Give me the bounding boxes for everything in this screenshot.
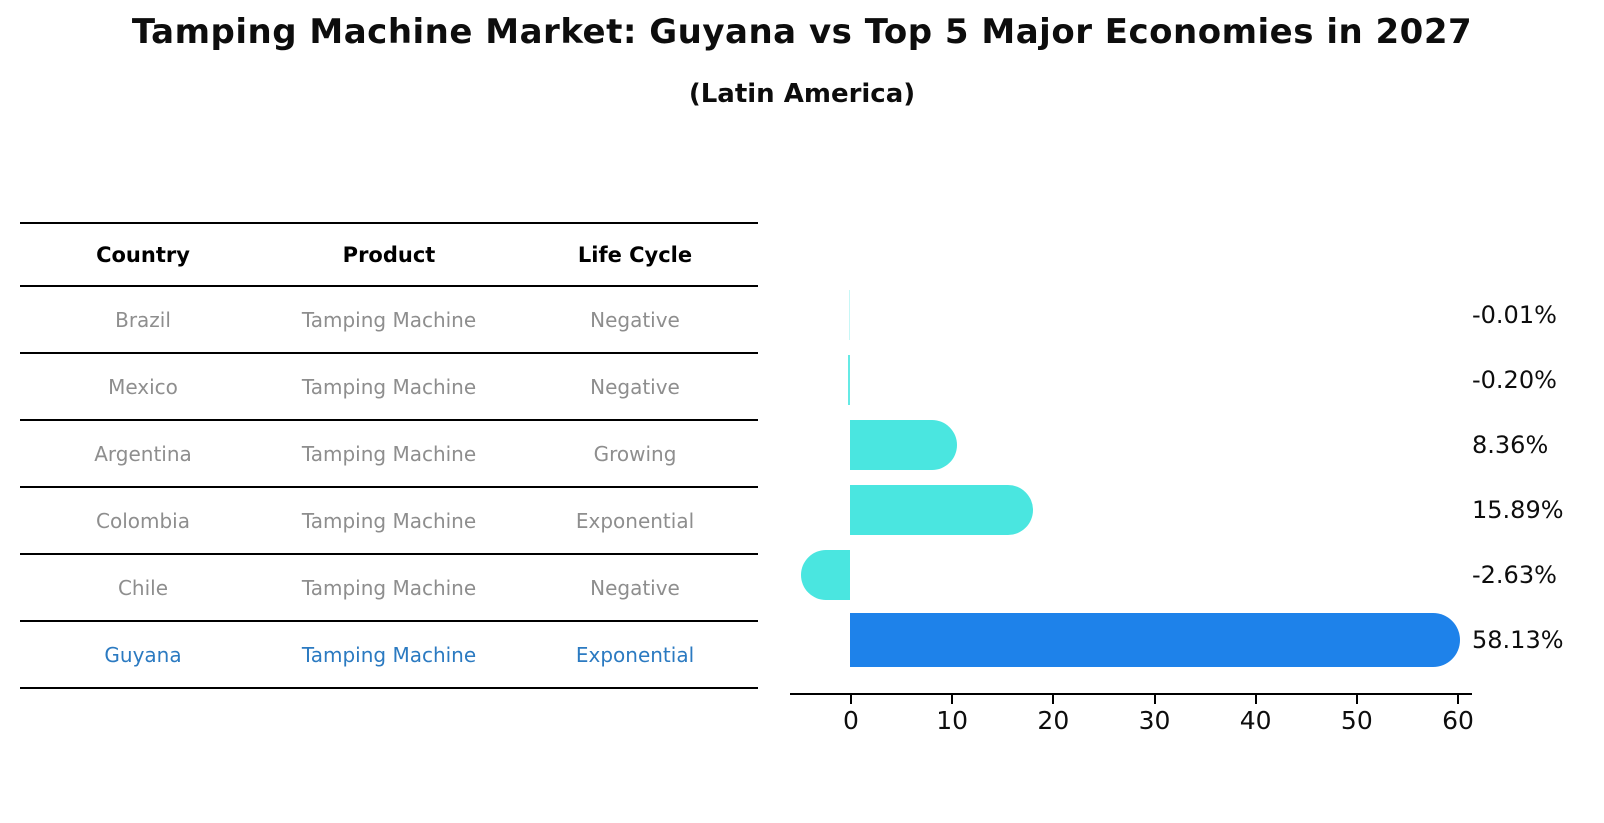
x-axis-tick	[1355, 695, 1358, 704]
bar-guyana	[850, 613, 1461, 667]
table-cell-life-cycle: Exponential	[575, 642, 695, 667]
x-axis-tick	[850, 695, 852, 704]
table-cell-country: Colombia	[96, 508, 190, 533]
table-cell-product: Tamping Machine	[301, 508, 477, 533]
chart-title: Tamping Machine Market: Guyana vs Top 5 …	[131, 12, 1473, 52]
x-axis-tick-label: 40	[1239, 706, 1272, 735]
table-cell-country: Guyana	[104, 642, 182, 667]
x-axis-tick	[1153, 695, 1156, 704]
value-label-argentina: 8.36%	[1472, 431, 1549, 459]
country-table: Country Product Life Cycle Brazil Tamping…	[20, 222, 758, 689]
table-cell-product: Tamping Machine	[301, 575, 477, 600]
x-axis-line	[790, 693, 1472, 695]
x-axis-tick-label: 60	[1442, 706, 1474, 735]
x-axis-tick	[1457, 695, 1459, 704]
value-label-guyana: 58.13%	[1472, 626, 1564, 654]
x-axis-tick-label: 50	[1340, 706, 1373, 735]
bar-brazil	[849, 290, 850, 340]
table-cell-country: Mexico	[108, 374, 178, 399]
column-header-country: Country	[96, 242, 190, 267]
x-axis-tick-label: 10	[936, 706, 969, 735]
table-cell-country: Argentina	[94, 441, 192, 466]
value-label-brazil: -0.01%	[1472, 301, 1557, 329]
table-cell-life-cycle: Negative	[590, 374, 680, 399]
table-cell-life-cycle: Exponential	[575, 508, 695, 533]
table-cell-product: Tamping Machine	[301, 441, 477, 466]
value-label-mexico: -0.20%	[1472, 366, 1557, 394]
bar-colombia	[850, 485, 1033, 535]
column-header-product: Product	[342, 242, 436, 267]
table-row-mexico: Mexico Tamping Machine Negative	[20, 354, 758, 421]
table-cell-product: Tamping Machine	[301, 374, 477, 399]
table-cell-country: Chile	[117, 575, 169, 600]
table-row-chile: Chile Tamping Machine Negative	[20, 555, 758, 622]
table-cell-country: Brazil	[115, 307, 171, 332]
table-cell-product: Tamping Machine	[301, 307, 477, 332]
value-label-colombia: 15.89%	[1472, 496, 1564, 524]
table-cell-product: Tamping Machine	[301, 642, 477, 667]
x-axis-tick	[1052, 695, 1055, 704]
column-header-life-cycle: Life Cycle	[577, 242, 693, 267]
table-row-argentina: Argentina Tamping Machine Growing	[20, 421, 758, 488]
x-axis-tick-label: 20	[1037, 706, 1070, 735]
bar-argentina	[850, 420, 957, 470]
table-body: Brazil Tamping Machine Negative Mexico Tampi…	[20, 287, 758, 689]
chart-subtitle: (Latin America)	[688, 79, 916, 109]
x-axis-tick-label: 30	[1138, 706, 1171, 735]
table-row-guyana: Guyana Tamping Machine Exponential	[20, 622, 758, 689]
table-cell-life-cycle: Growing	[593, 441, 677, 466]
table-row-colombia: Colombia Tamping Machine Exponential	[20, 488, 758, 555]
table-row-brazil: Brazil Tamping Machine Negative	[20, 287, 758, 354]
x-axis-tick-label: 0	[843, 706, 859, 735]
value-label-chile: -2.63%	[1472, 561, 1557, 589]
table-header-row: Country Product Life Cycle	[20, 222, 758, 287]
bar-mexico	[847, 355, 850, 405]
x-axis-tick	[1254, 695, 1257, 704]
table-cell-life-cycle: Negative	[590, 575, 680, 600]
bar-chile	[801, 550, 850, 600]
x-axis-tick	[951, 695, 954, 704]
table-cell-life-cycle: Negative	[590, 307, 680, 332]
